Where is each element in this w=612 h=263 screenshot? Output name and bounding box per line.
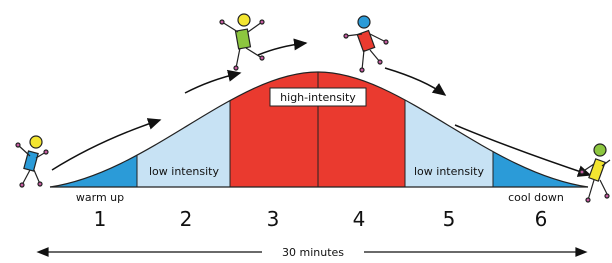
segment-number: 1: [94, 207, 107, 231]
segment-label: warm up: [76, 191, 124, 204]
segment-number: 2: [180, 207, 193, 231]
figure: [344, 16, 388, 72]
segment-number: 4: [353, 207, 366, 231]
segment-number: 5: [443, 207, 456, 231]
duration-label: 30 minutes: [282, 246, 344, 259]
segment-label: low intensity: [149, 165, 219, 178]
segment-label: low intensity: [414, 165, 484, 178]
segment-label: high-intensity: [280, 91, 356, 104]
figure: [16, 136, 48, 187]
segment-number: 3: [267, 207, 280, 231]
intensity-curve: [40, 60, 593, 190]
figure: [220, 14, 264, 70]
segment-label: cool down: [508, 191, 564, 204]
workout-diagram: high-intensity low intensity low intensi…: [0, 0, 612, 263]
segment-number: 6: [535, 207, 548, 231]
